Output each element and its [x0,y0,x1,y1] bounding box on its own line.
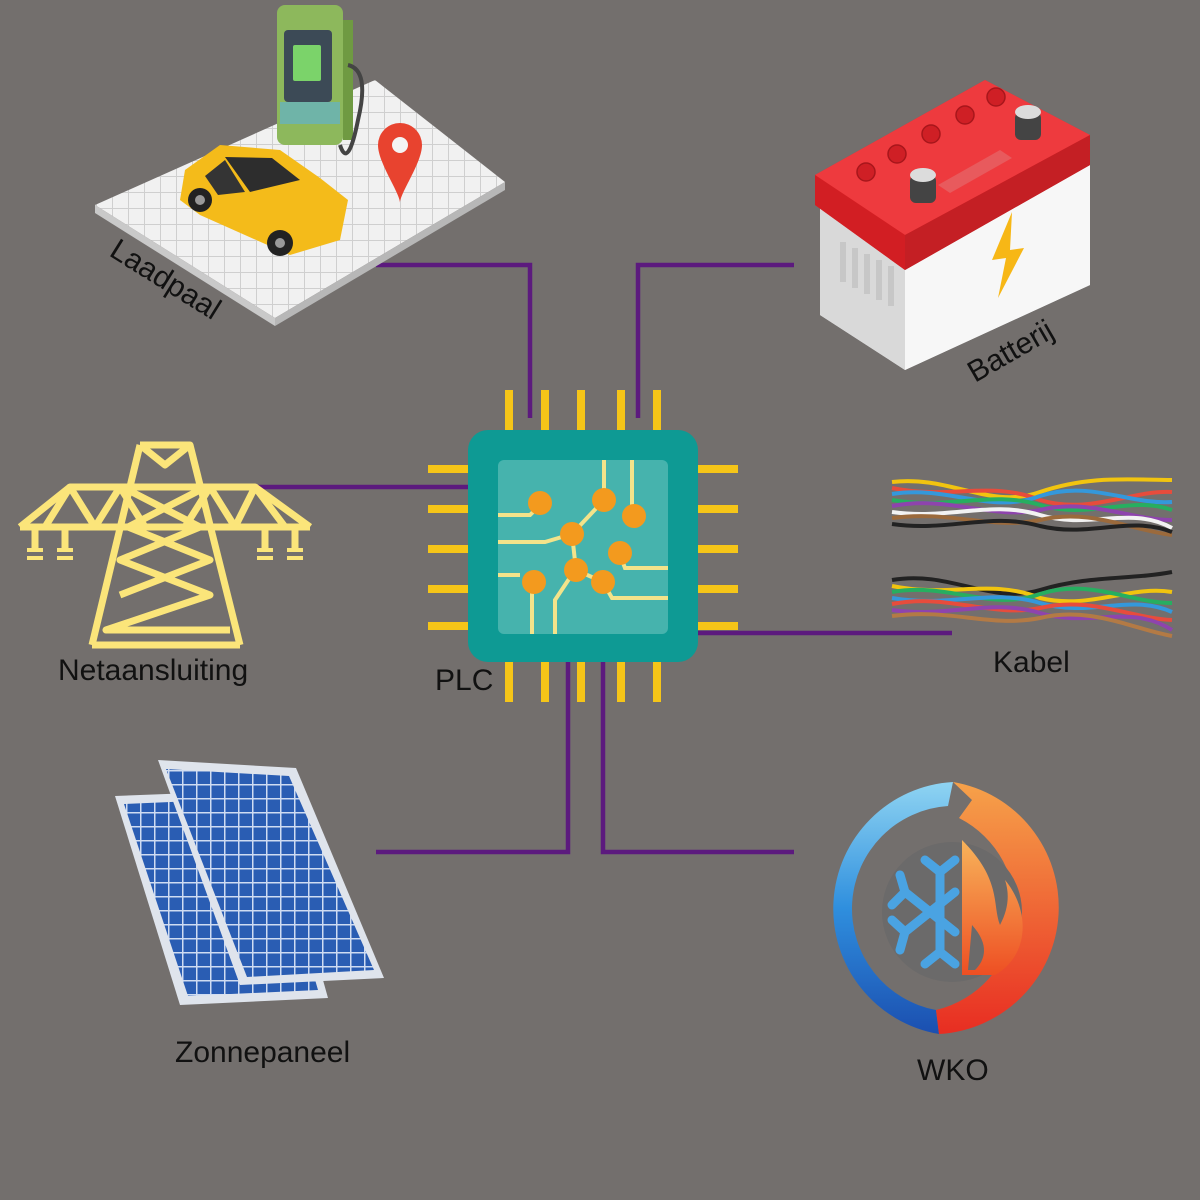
wko-label: WKO [917,1054,989,1087]
solar-panel-icon [115,760,384,1005]
kabel-label: Kabel [993,646,1070,679]
plc-label: PLC [435,664,493,697]
car-battery-icon [815,80,1090,370]
zonnepaneel-label: Zonnepaneel [175,1036,350,1069]
ev-charging-station-icon [95,5,505,326]
edge-plc-zonnepaneel [376,660,571,855]
edge-plc-laadpaal [376,262,533,418]
netaansluiting-label: Netaansluiting [58,654,248,687]
edge-plc-wko [600,660,794,855]
colored-wires-icon [891,477,1174,638]
edge-plc-batterij [635,262,794,418]
power-pylon-icon [17,441,313,649]
microchip-icon [428,390,738,702]
heat-cold-storage-icon [833,782,1059,1034]
